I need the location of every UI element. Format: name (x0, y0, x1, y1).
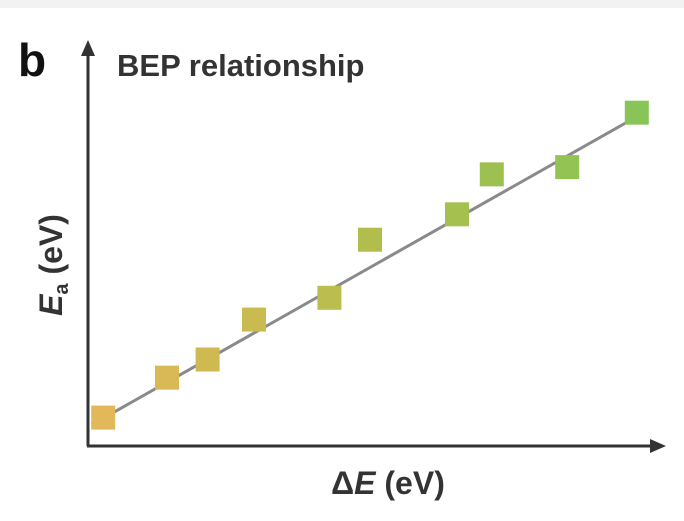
data-point-5 (317, 285, 342, 310)
y-axis-arrowhead (81, 40, 95, 56)
data-point-8 (479, 162, 504, 187)
data-point-4 (242, 307, 266, 332)
x-axis-arrowhead (650, 439, 666, 453)
data-point-7 (445, 202, 469, 227)
data-point-9 (555, 155, 580, 180)
y-axis-label-sub: a (51, 283, 73, 295)
data-point-3 (195, 347, 220, 372)
y-axis-label: Ea (eV) (33, 214, 73, 316)
top-strip (0, 0, 684, 8)
data-point-1 (91, 405, 116, 430)
x-axis-label-var: E (354, 465, 377, 501)
chart-marks (90, 100, 649, 430)
x-axis-label-prefix: Δ (331, 465, 354, 501)
y-axis-label-unit: (eV) (33, 214, 69, 283)
x-axis-label-unit: (eV) (376, 465, 445, 501)
y-axis-label-var: E (33, 293, 69, 316)
trend-line (90, 118, 632, 427)
data-point-10 (624, 100, 649, 125)
panel-label: b (18, 34, 46, 86)
data-point-2 (155, 365, 179, 390)
data-point-6 (358, 227, 382, 252)
chart-title: BEP relationship (117, 48, 365, 83)
x-axis-label: ΔE (eV) (331, 465, 445, 501)
